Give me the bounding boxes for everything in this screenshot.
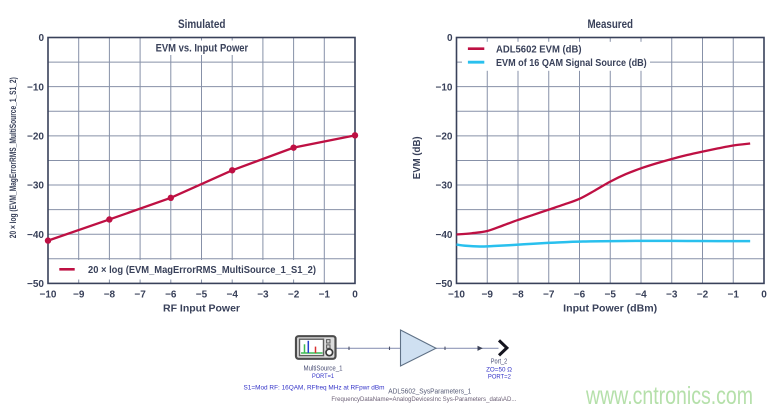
- svg-text:PORT=2: PORT=2: [488, 373, 511, 380]
- svg-text:−30: −30: [436, 181, 453, 192]
- svg-text:−2: −2: [697, 290, 709, 301]
- svg-text:−3: −3: [257, 290, 269, 301]
- svg-text:−50: −50: [27, 279, 44, 290]
- svg-text:−10: −10: [27, 82, 44, 93]
- svg-text:−7: −7: [543, 290, 555, 301]
- svg-text:0: 0: [38, 33, 44, 44]
- svg-text:−30: −30: [27, 181, 44, 192]
- svg-text:ZO=50 Ω: ZO=50 Ω: [486, 366, 512, 373]
- svg-text:www.cntronics.com: www.cntronics.com: [585, 382, 753, 410]
- svg-text:−10: −10: [40, 290, 57, 301]
- svg-text:−5: −5: [605, 290, 617, 301]
- svg-text:0: 0: [761, 290, 767, 301]
- svg-text:−6: −6: [574, 290, 586, 301]
- svg-text:Simulated: Simulated: [178, 19, 226, 31]
- svg-text:EVM of 16 QAM Signal Source (d: EVM of 16 QAM Signal Source (dB): [496, 57, 647, 69]
- svg-text:Port_2: Port_2: [491, 356, 508, 365]
- svg-text:−20: −20: [27, 131, 44, 142]
- svg-text:−1: −1: [728, 290, 740, 301]
- svg-text:0: 0: [447, 33, 453, 44]
- svg-text:−3: −3: [666, 290, 678, 301]
- svg-text:ADL5602 EVM (dB): ADL5602 EVM (dB): [496, 44, 582, 56]
- svg-text:−40: −40: [27, 230, 44, 241]
- svg-text:−20: −20: [436, 131, 453, 142]
- svg-text:EVM (dB): EVM (dB): [411, 136, 423, 179]
- svg-text:−6: −6: [165, 290, 177, 301]
- svg-text:0: 0: [352, 290, 358, 301]
- svg-text:−50: −50: [436, 279, 453, 290]
- svg-text:−40: −40: [436, 230, 453, 241]
- svg-text:20 × log (EVM_MagErrorRMS_Mult: 20 × log (EVM_MagErrorRMS_MultiSource_1_…: [88, 264, 316, 276]
- svg-text:−4: −4: [226, 290, 238, 301]
- svg-text:−7: −7: [134, 290, 146, 301]
- svg-text:RF Input Power: RF Input Power: [163, 303, 240, 315]
- svg-text:ADL5602_SysParameters_1: ADL5602_SysParameters_1: [388, 389, 471, 396]
- svg-text:−8: −8: [104, 290, 116, 301]
- svg-text:−10: −10: [436, 82, 453, 93]
- svg-text:−4: −4: [635, 290, 647, 301]
- svg-text:EVM vs. Input Power: EVM vs. Input Power: [156, 43, 249, 55]
- svg-text:S1=Mod RF: 16QAM, RFfreq MHz a: S1=Mod RF: 16QAM, RFfreq MHz at RFpwr dB…: [244, 385, 385, 392]
- svg-text:−10: −10: [448, 290, 465, 301]
- svg-text:Measured: Measured: [587, 19, 633, 31]
- svg-text:−8: −8: [512, 290, 524, 301]
- svg-text:20 × log (EVM_MagErrorRMS_Mult: 20 × log (EVM_MagErrorRMS_MultiSource_1_…: [8, 77, 18, 238]
- svg-text:−9: −9: [482, 290, 494, 301]
- svg-text:−5: −5: [196, 290, 208, 301]
- svg-text:FrequencyDataName=AnalogDevice: FrequencyDataName=AnalogDevicesInc Sys-P…: [331, 396, 516, 403]
- svg-text:PORT=1: PORT=1: [312, 373, 334, 380]
- svg-text:−2: −2: [288, 290, 300, 301]
- svg-text:MultiSource_1: MultiSource_1: [304, 364, 343, 373]
- svg-text:−9: −9: [73, 290, 85, 301]
- svg-text:−1: −1: [319, 290, 331, 301]
- svg-text:Input Power (dBm): Input Power (dBm): [563, 303, 657, 315]
